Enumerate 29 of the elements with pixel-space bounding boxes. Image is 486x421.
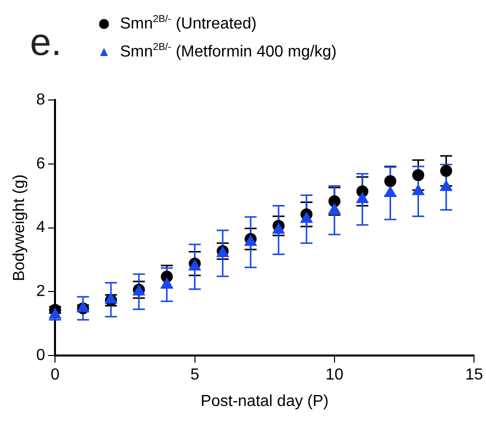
point: [412, 169, 424, 182]
point: [384, 186, 396, 198]
text: e.: [30, 22, 62, 65]
legend-label: Smn$^{2B/-}$ (Metformin 400 mg/kg): [120, 42, 337, 62]
point: [440, 180, 452, 191]
point: [384, 175, 396, 188]
point: [328, 203, 341, 214]
y-tick-label: 0: [36, 347, 46, 364]
point: [440, 164, 452, 177]
x-axis-title: Post-natal day (P): [200, 392, 329, 410]
point: [104, 292, 118, 304]
y-tick-label: 6: [36, 155, 46, 172]
point: [328, 195, 340, 208]
legend-label: Smn$^{2B/-}$ (Untreated): [120, 14, 257, 34]
point: [356, 192, 368, 204]
y-tick-label: 2: [36, 283, 46, 300]
y-tick-label: 8: [36, 91, 46, 108]
y-tick-label: 4: [36, 219, 46, 236]
y-axis-title: Bodyweight (g): [11, 174, 28, 282]
point: [412, 184, 424, 196]
point: [300, 212, 313, 223]
x-tick-label: 5: [190, 366, 200, 384]
point: [272, 223, 285, 234]
point: [244, 235, 257, 246]
point: [48, 308, 62, 319]
x-tick-label: 15: [465, 366, 484, 384]
point: [160, 278, 173, 288]
x-tick-label: 0: [50, 366, 60, 384]
x-tick-label: 10: [326, 366, 344, 384]
